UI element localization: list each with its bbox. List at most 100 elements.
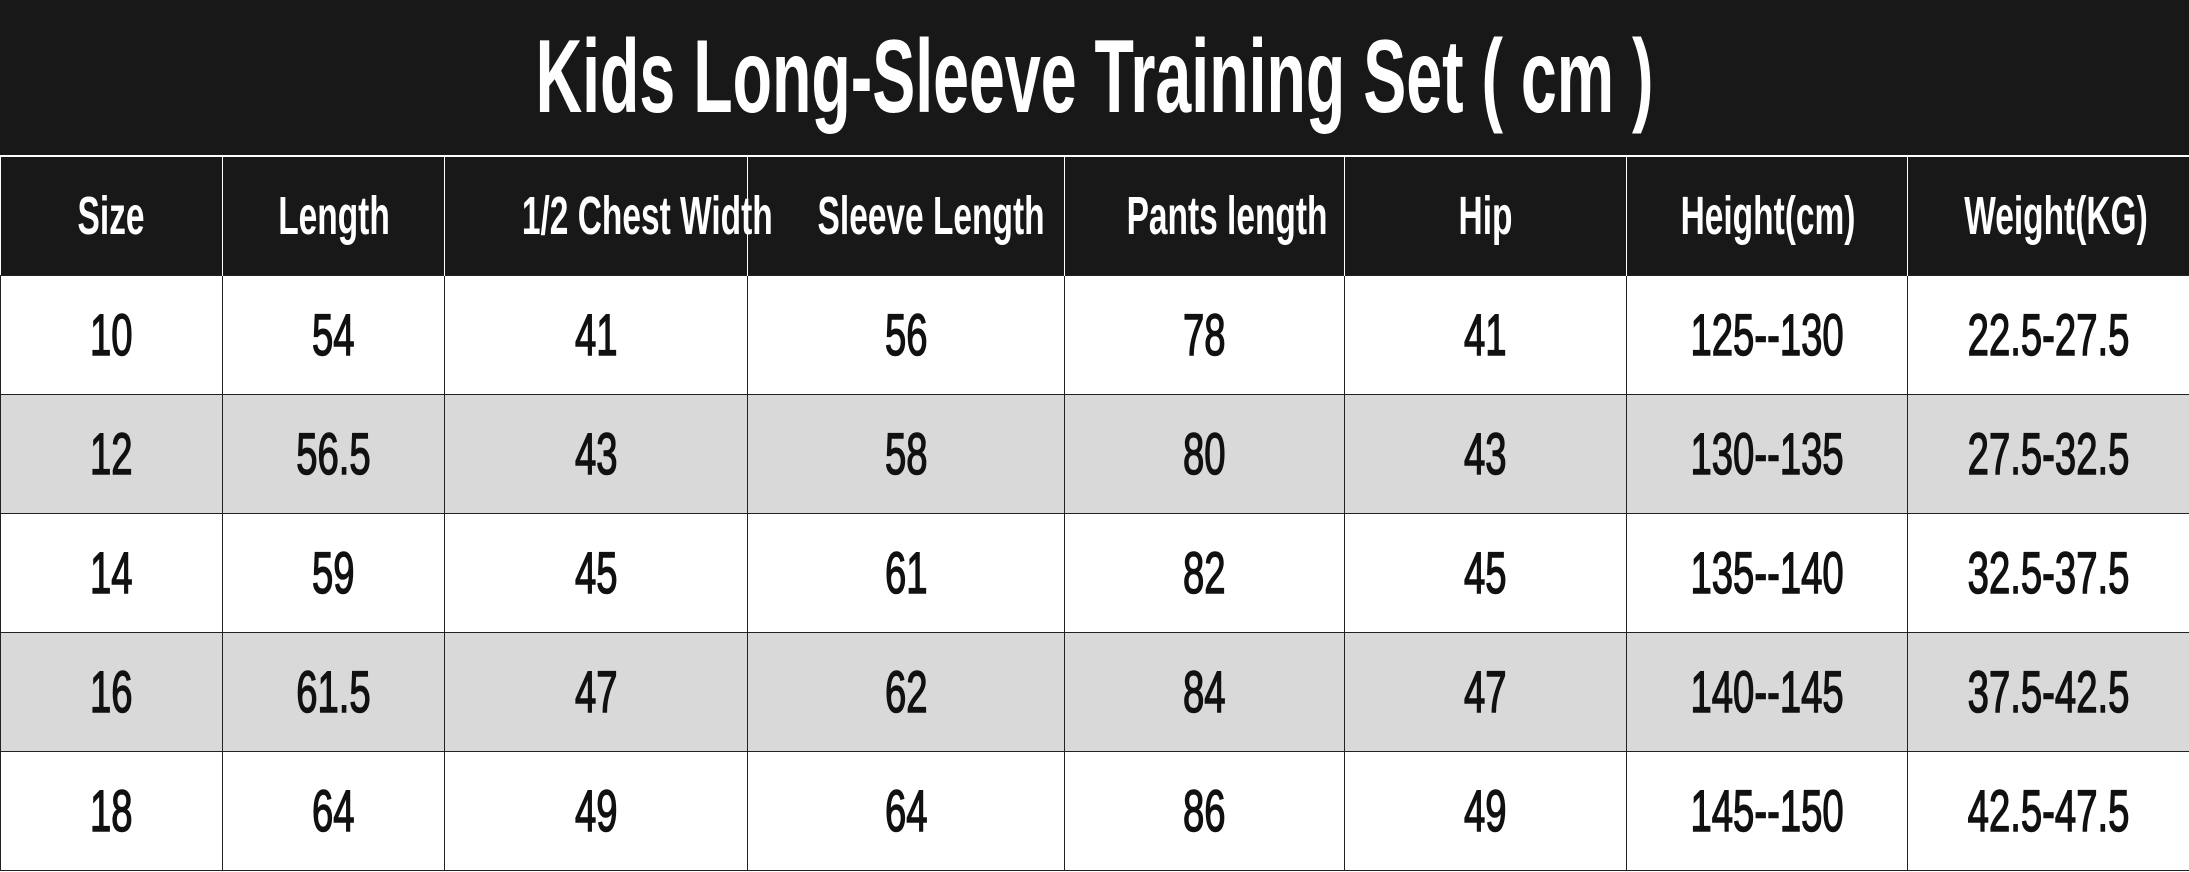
cell-value: 59: [312, 540, 356, 607]
table-cell: 22.5-27.5: [1907, 275, 2189, 395]
table-cell: 61.5: [222, 632, 445, 752]
cell-value: 14: [90, 540, 134, 607]
table-cell: 125--130: [1626, 275, 1908, 395]
cell-value: 10: [90, 302, 134, 369]
table-cell: 56.5: [222, 394, 445, 514]
cell-value: 82: [1183, 540, 1227, 607]
table-cell: 37.5-42.5: [1907, 632, 2189, 752]
column-header: Hip: [1344, 157, 1627, 276]
cell-value: 47: [574, 659, 618, 726]
table-cell: 84: [1064, 632, 1345, 752]
cell-value: 49: [1464, 778, 1508, 845]
column-header-label: Size: [77, 186, 145, 246]
table-cell: 14: [0, 513, 223, 633]
cell-value: 86: [1183, 778, 1227, 845]
table-cell: 45: [444, 513, 748, 633]
cell-value: 64: [312, 778, 356, 845]
table-cell: 145--150: [1626, 751, 1908, 871]
table-row: 12 56.5 43 58 80 43 130--135 27.5-32.5: [0, 394, 2189, 514]
column-header: Sleeve Length: [747, 157, 1065, 276]
table-cell: 12: [0, 394, 223, 514]
size-chart-title: Kids Long-Sleeve Training Set ( cm ): [0, 0, 2189, 157]
table-cell: 78: [1064, 275, 1345, 395]
table-cell: 27.5-32.5: [1907, 394, 2189, 514]
cell-value: 135--140: [1690, 540, 1844, 607]
table-row: 16 61.5 47 62 84 47 140--145 37.5-42.5: [0, 632, 2189, 752]
cell-value: 61.5: [296, 659, 371, 726]
cell-value: 37.5-42.5: [1967, 659, 2130, 726]
table-cell: 32.5-37.5: [1907, 513, 2189, 633]
column-header: Height(cm): [1626, 157, 1908, 276]
table-row: 14 59 45 61 82 45 135--140 32.5-37.5: [0, 513, 2189, 633]
cell-value: 12: [90, 421, 134, 488]
cell-value: 41: [574, 302, 618, 369]
cell-value: 140--145: [1690, 659, 1844, 726]
table-cell: 64: [222, 751, 445, 871]
column-header: Weight(KG): [1907, 157, 2189, 276]
cell-value: 43: [574, 421, 618, 488]
column-header-label: Height(cm): [1680, 186, 1856, 246]
cell-value: 41: [1464, 302, 1508, 369]
table-cell: 58: [747, 394, 1065, 514]
column-header: 1/2 Chest Width: [444, 157, 773, 276]
cell-value: 145--150: [1690, 778, 1844, 845]
table-cell: 41: [444, 275, 748, 395]
table-cell: 49: [1344, 751, 1627, 871]
cell-value: 45: [1464, 540, 1508, 607]
cell-value: 27.5-32.5: [1967, 421, 2130, 488]
cell-value: 78: [1183, 302, 1227, 369]
table-cell: 47: [1344, 632, 1627, 752]
cell-value: 45: [574, 540, 618, 607]
column-header-label: Weight(KG): [1964, 186, 2148, 246]
cell-value: 125--130: [1690, 302, 1844, 369]
size-chart-table: Size Length 1/2 Chest Width Sleeve Length Pa…: [0, 157, 2189, 871]
table-cell: 140--145: [1626, 632, 1908, 752]
cell-value: 32.5-37.5: [1967, 540, 2130, 607]
column-header: Size: [0, 157, 223, 276]
column-header: Pants length: [1064, 157, 1345, 276]
column-header-label: Hip: [1458, 186, 1513, 246]
table-cell: 49: [444, 751, 748, 871]
table-row: 18 64 49 64 86 49 145--150 42.5-47.5: [0, 751, 2189, 871]
table-cell: 80: [1064, 394, 1345, 514]
cell-value: 54: [312, 302, 356, 369]
cell-value: 56: [884, 302, 928, 369]
header-row: Size Length 1/2 Chest Width Sleeve Length Pa…: [0, 157, 2189, 276]
cell-value: 42.5-47.5: [1967, 778, 2130, 845]
cell-value: 61: [884, 540, 928, 607]
table-cell: 10: [0, 275, 223, 395]
table-cell: 130--135: [1626, 394, 1908, 514]
cell-value: 56.5: [296, 421, 371, 488]
cell-value: 62: [884, 659, 928, 726]
cell-value: 16: [90, 659, 134, 726]
column-header-label: Pants length: [1126, 186, 1328, 246]
table-cell: 62: [747, 632, 1065, 752]
cell-value: 80: [1183, 421, 1227, 488]
cell-value: 43: [1464, 421, 1508, 488]
cell-value: 47: [1464, 659, 1508, 726]
cell-value: 58: [884, 421, 928, 488]
title-text: Kids Long-Sleeve Training Set ( cm ): [535, 19, 1654, 135]
table-cell: 16: [0, 632, 223, 752]
table-cell: 54: [222, 275, 445, 395]
cell-value: 49: [574, 778, 618, 845]
table-cell: 135--140: [1626, 513, 1908, 633]
table-cell: 64: [747, 751, 1065, 871]
table-cell: 59: [222, 513, 445, 633]
cell-value: 64: [884, 778, 928, 845]
table-cell: 18: [0, 751, 223, 871]
table-cell: 82: [1064, 513, 1345, 633]
table-cell: 56: [747, 275, 1065, 395]
table-cell: 41: [1344, 275, 1627, 395]
column-header-label: Length: [277, 186, 390, 246]
table-cell: 43: [444, 394, 748, 514]
cell-value: 22.5-27.5: [1967, 302, 2130, 369]
table-cell: 45: [1344, 513, 1627, 633]
table-cell: 42.5-47.5: [1907, 751, 2189, 871]
cell-value: 130--135: [1690, 421, 1844, 488]
table-cell: 61: [747, 513, 1065, 633]
column-header: Length: [222, 157, 445, 276]
table-cell: 43: [1344, 394, 1627, 514]
cell-value: 18: [90, 778, 134, 845]
cell-value: 84: [1183, 659, 1227, 726]
